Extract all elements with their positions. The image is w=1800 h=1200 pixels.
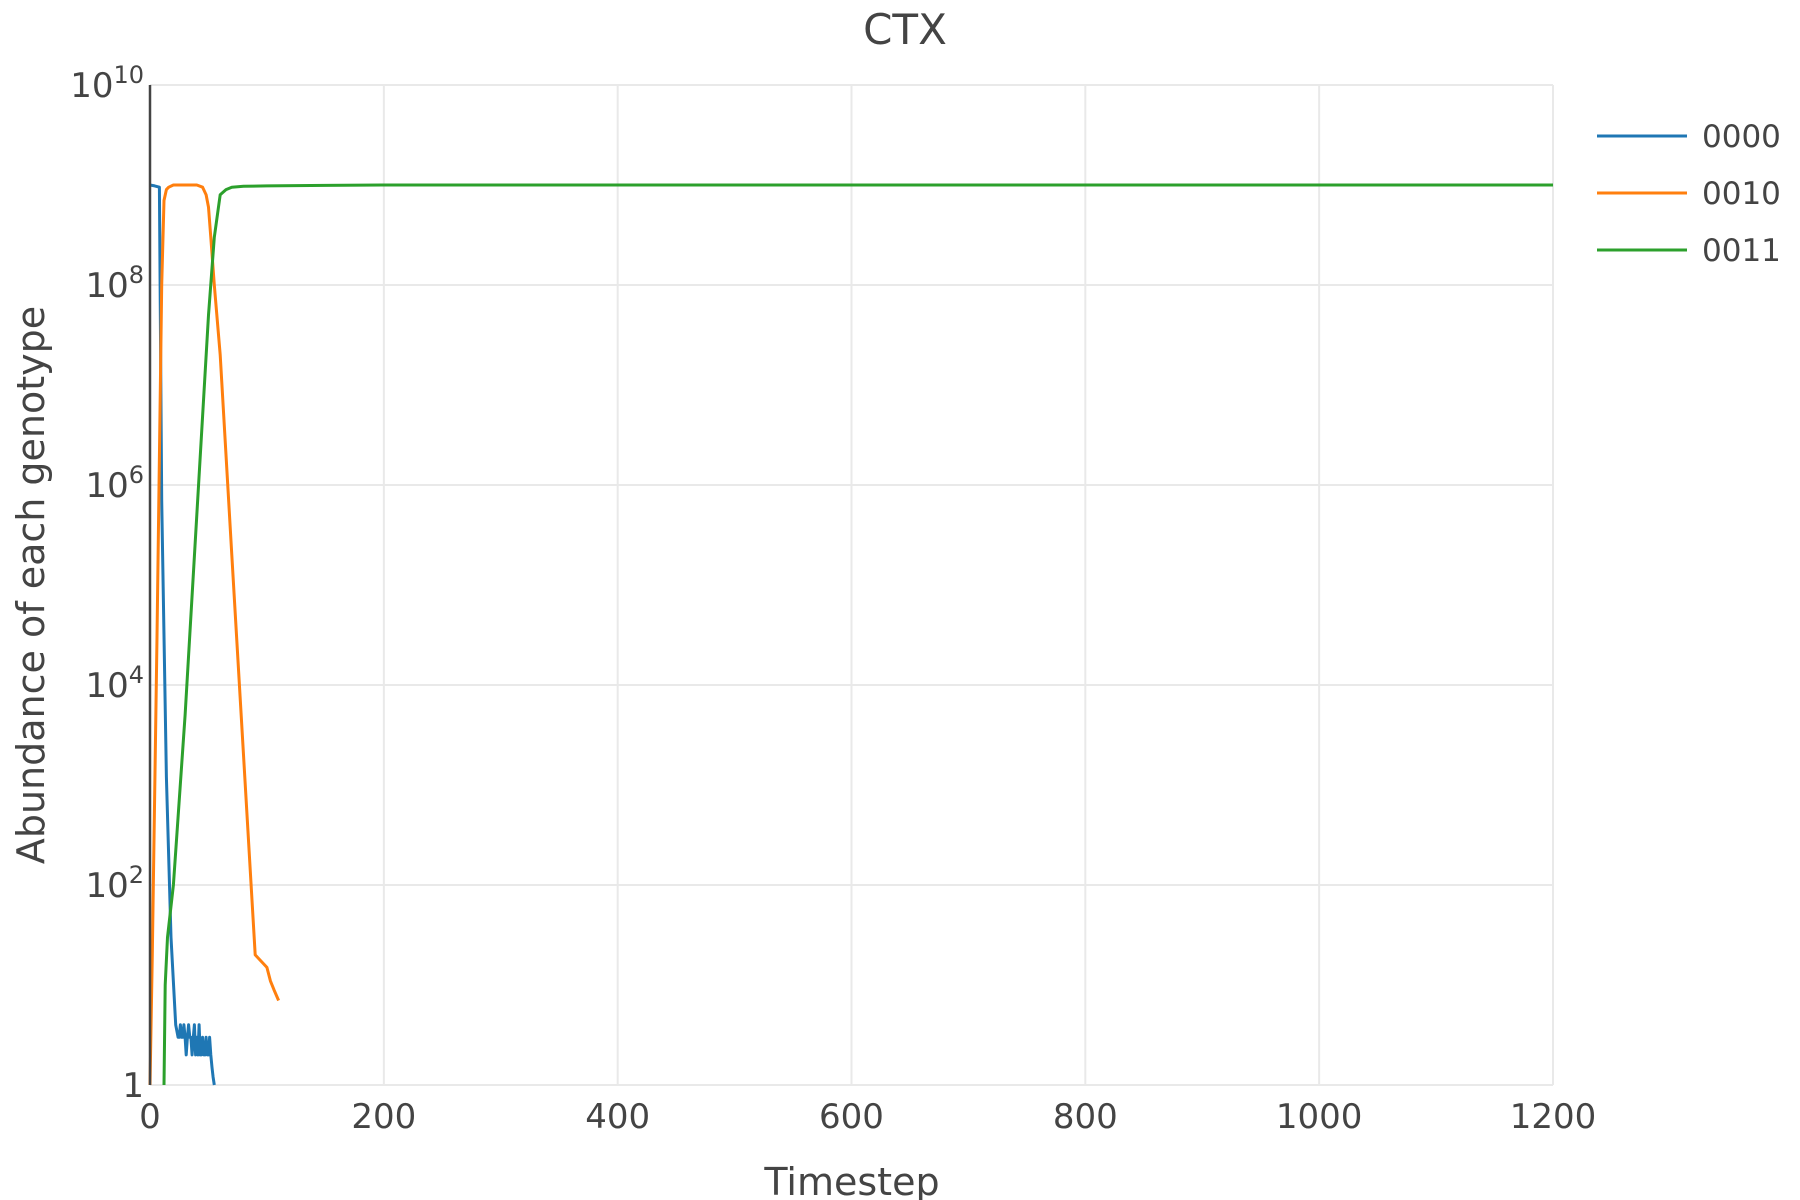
series-line-0000 <box>149 183 216 1086</box>
y-tick-labels: 1 102 104 106 108 1010 <box>70 61 144 1106</box>
x-tick-label: 600 <box>819 1097 884 1137</box>
x-tick-label: 800 <box>1053 1097 1118 1137</box>
y-tick-label: 104 <box>85 661 144 706</box>
legend-label-0010: 0010 <box>1702 176 1781 212</box>
legend: 0000 0010 0011 <box>1597 119 1781 269</box>
series-lines <box>148 183 1553 1086</box>
x-tick-label: 1000 <box>1276 1097 1363 1137</box>
y-tick-label: 102 <box>85 861 144 906</box>
series-line-0010 <box>148 183 280 1086</box>
x-axis-title: Timestep <box>763 1160 939 1200</box>
x-tick-label: 400 <box>585 1097 650 1137</box>
series-line-0011 <box>162 183 1553 1086</box>
x-tick-label: 200 <box>351 1097 416 1137</box>
legend-label-0011: 0011 <box>1702 233 1781 269</box>
y-tick-label: 1010 <box>70 61 144 106</box>
y-tick-label: 108 <box>85 261 144 306</box>
y-tick-label: 1 <box>122 1066 144 1106</box>
grid <box>150 84 1554 1086</box>
x-tick-label: 1200 <box>1510 1097 1597 1137</box>
y-axis-title: Abundance of each genotype <box>9 306 53 864</box>
chart-title: CTX <box>863 5 947 54</box>
y-tick-label: 106 <box>85 461 144 506</box>
legend-label-0000: 0000 <box>1702 119 1781 155</box>
x-tick-label: 0 <box>139 1097 161 1137</box>
x-tick-labels: 0 200 400 600 800 1000 1200 <box>139 1097 1596 1137</box>
